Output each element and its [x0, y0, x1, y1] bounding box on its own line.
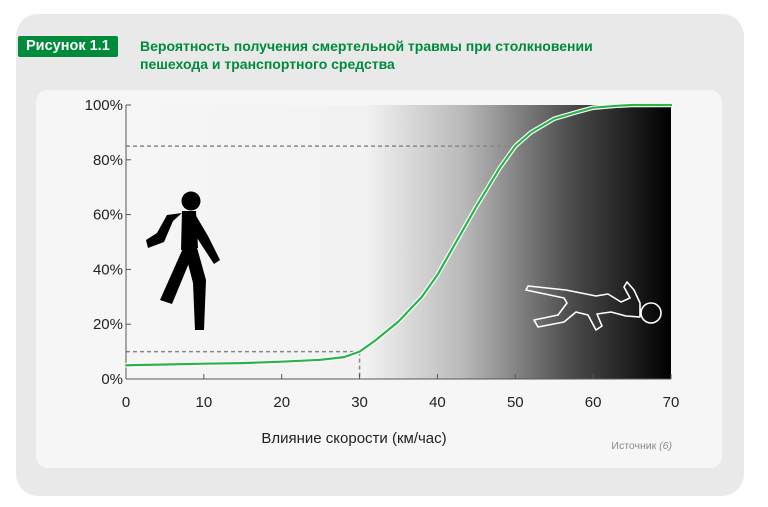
x-tick-label: 30	[351, 394, 368, 411]
x-axis-title: Влияние скорости (км/час)	[261, 430, 446, 447]
y-tick-label: 100%	[85, 97, 123, 114]
fatality-curve	[124, 103, 673, 367]
x-tick-label: 10	[196, 394, 213, 411]
figure-number-badge: Рисунок 1.1	[18, 36, 118, 57]
chart-panel: 0% 20% 40% 60% 80% 100% 0 10 20 30 40 50 60 70 Влиян…	[36, 90, 722, 468]
x-tick-label: 40	[429, 394, 446, 411]
figure-title-line-2: пешехода и транспортного средства	[140, 56, 395, 72]
y-tick-label: 20%	[93, 316, 123, 333]
x-tick-label: 0	[122, 394, 130, 411]
source-note: Источник (6)	[611, 440, 672, 452]
x-tick-label: 20	[273, 394, 290, 411]
y-tick-label: 40%	[93, 261, 123, 278]
x-tick-label: 60	[585, 394, 602, 411]
chart: 0% 20% 40% 60% 80% 100% 0 10 20 30 40 50 60 70 Влиян…	[85, 97, 680, 452]
y-tick-label: 0%	[101, 371, 123, 388]
x-tick-label: 70	[663, 394, 680, 411]
figure-title-line-1: Вероятность получения смертельной травмы…	[140, 38, 593, 54]
source-label: Источник	[611, 440, 656, 452]
x-tick-label: 50	[507, 394, 524, 411]
speed-gradient-background	[126, 105, 671, 379]
y-tick-label: 60%	[93, 207, 123, 224]
walking-pedestrian-icon	[146, 191, 220, 330]
source-ref: (6)	[659, 440, 672, 452]
fallen-body-outline-icon	[525, 281, 662, 331]
y-tick-label: 80%	[93, 152, 123, 169]
figure-title: Вероятность получения смертельной травмы…	[140, 37, 740, 73]
